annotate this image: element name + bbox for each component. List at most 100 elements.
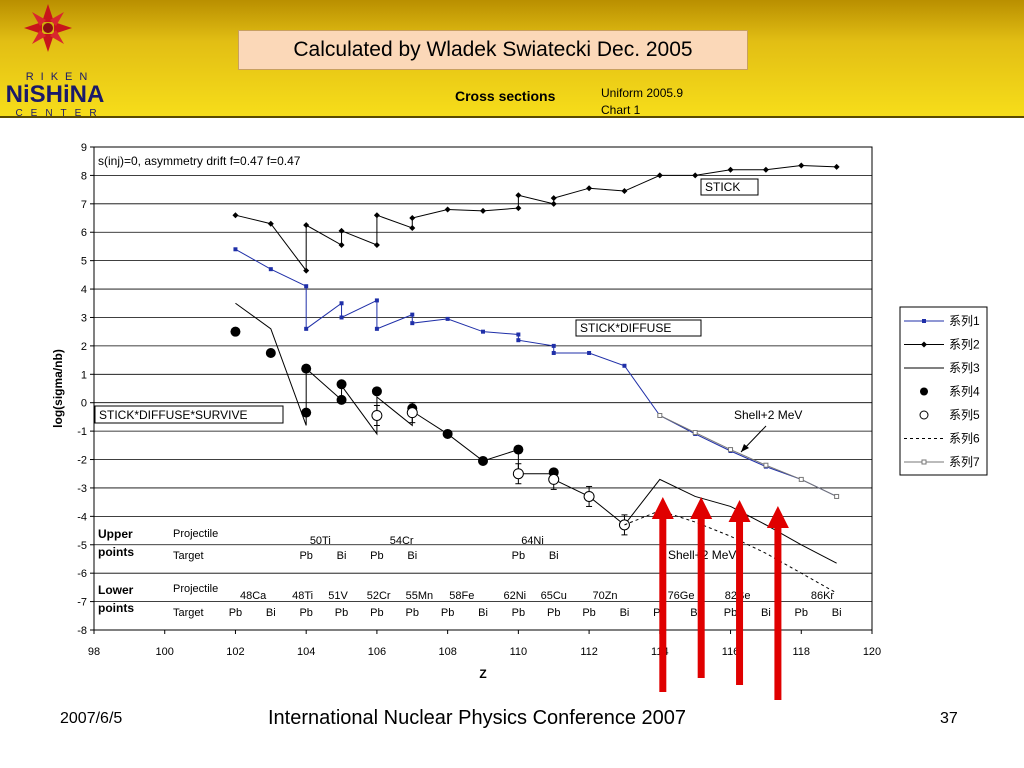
lower-projectile: 76Ge [668, 590, 695, 602]
x-tick-label: 112 [580, 646, 598, 658]
lower-target: Bi [478, 607, 488, 619]
header-divider [0, 116, 1024, 118]
sheet-note-1: Uniform 2005.9 [601, 86, 684, 100]
data-point [550, 200, 557, 207]
data-point [512, 468, 524, 480]
lower-target: Pb [299, 607, 312, 619]
data-point [513, 444, 524, 455]
series-5 [371, 402, 630, 536]
upper-projectile-label: Projectile [173, 528, 218, 540]
x-tick-label: 106 [368, 646, 386, 658]
upper-projectile: 50Ti [310, 535, 331, 547]
lower-target: Pb [406, 607, 419, 619]
logo-bottom-text: CENTER [15, 108, 104, 118]
data-point [834, 493, 840, 499]
legend-label: 系列1 [949, 314, 980, 328]
x-axis-title: Z [479, 667, 486, 681]
lower-target: Bi [266, 607, 276, 619]
x-tick-label: 102 [226, 646, 244, 658]
data-point [762, 166, 769, 173]
data-point [303, 267, 310, 274]
chart-heading: Cross sections [455, 88, 556, 104]
data-point [374, 326, 379, 331]
data-point [833, 163, 840, 170]
red-arrow-head [728, 500, 751, 522]
data-point [371, 409, 383, 421]
upper-target: Pb [299, 550, 312, 562]
stick-label-box [700, 178, 759, 196]
legend-item-4: 系列4 [920, 385, 980, 399]
legend-item-1: 系列1 [904, 314, 980, 328]
data-point [410, 312, 415, 317]
lower-target: Pb [370, 607, 383, 619]
annotations-layer: STICK STICK*DIFFUSE STICK*DIFFUSE*SURVIVE S… [94, 178, 842, 619]
y-tick-label: 5 [81, 256, 87, 268]
data-point [406, 407, 418, 419]
data-point [339, 315, 344, 320]
data-point [481, 329, 485, 334]
arrows-layer [651, 497, 789, 700]
data-point [551, 350, 556, 355]
legend-label: 系列2 [949, 338, 980, 352]
legend-item-5: 系列5 [919, 408, 980, 422]
y-tick-label: 4 [81, 284, 87, 296]
x-tick-label: 108 [438, 646, 456, 658]
data-point [265, 347, 276, 358]
x-tick-label: 120 [863, 646, 881, 658]
lower-title-2: points [98, 601, 134, 615]
data-point [304, 284, 309, 289]
stick-diffuse-label: STICK*DIFFUSE [580, 321, 671, 335]
lower-target: Pb [724, 607, 737, 619]
x-tick-label: 100 [156, 646, 174, 658]
lower-target: Bi [690, 607, 700, 619]
chart-title: s(inj)=0, asymmetry drift f=0.47 f=0.47 [98, 154, 301, 168]
legend-label: 系列6 [949, 432, 980, 446]
series-7 [657, 412, 840, 499]
data-point [339, 301, 344, 306]
data-point [478, 455, 488, 466]
lower-projectile: 48Ca [240, 590, 267, 602]
data-point [922, 319, 926, 323]
legend-label: 系列7 [949, 455, 980, 469]
lower-target: Bi [832, 607, 842, 619]
lower-target: Bi [620, 607, 630, 619]
y-tick-label: -2 [77, 455, 87, 467]
plot-area [93, 146, 873, 631]
lower-target: Pb [582, 607, 595, 619]
lower-target-label: Target [173, 607, 204, 619]
legend-label: 系列4 [949, 385, 980, 399]
data-point [338, 242, 345, 249]
survive-label: STICK*DIFFUSE*SURVIVE [99, 408, 247, 422]
upper-title-2: points [98, 545, 134, 559]
data-point [304, 326, 309, 331]
y-axis-title: log(sigma/nb) [51, 349, 65, 428]
lower-projectile: 70Zn [592, 590, 617, 602]
slide-title: Calculated by Wladek Swiatecki Dec. 2005 [238, 30, 748, 70]
y-tick-label: 9 [81, 142, 87, 154]
legend-marker [920, 387, 928, 396]
upper-title-1: Upper [98, 527, 133, 541]
lower-projectile: 62Ni [504, 590, 527, 602]
series-4 [230, 326, 559, 478]
sheet-note-2: Chart 1 [601, 103, 641, 117]
y-tick-label: -8 [77, 625, 87, 637]
y-tick-label: 0 [81, 398, 87, 410]
data-point [583, 490, 595, 502]
data-point [230, 326, 241, 337]
y-tick-label: 1 [81, 369, 87, 381]
data-point [336, 379, 347, 390]
legend-label: 系列5 [949, 408, 980, 422]
y-tick-label: -5 [77, 540, 87, 552]
data-point [374, 298, 379, 303]
data-point [301, 363, 312, 374]
data-point [657, 412, 663, 418]
data-point [301, 407, 312, 418]
upper-target: Bi [407, 550, 417, 562]
lower-target: Pb [795, 607, 808, 619]
data-point [515, 192, 522, 199]
legend-item-3: 系列3 [904, 361, 980, 375]
data-point [232, 212, 239, 219]
y-tick-label: -3 [77, 483, 87, 495]
lower-projectile: 51V [328, 590, 348, 602]
